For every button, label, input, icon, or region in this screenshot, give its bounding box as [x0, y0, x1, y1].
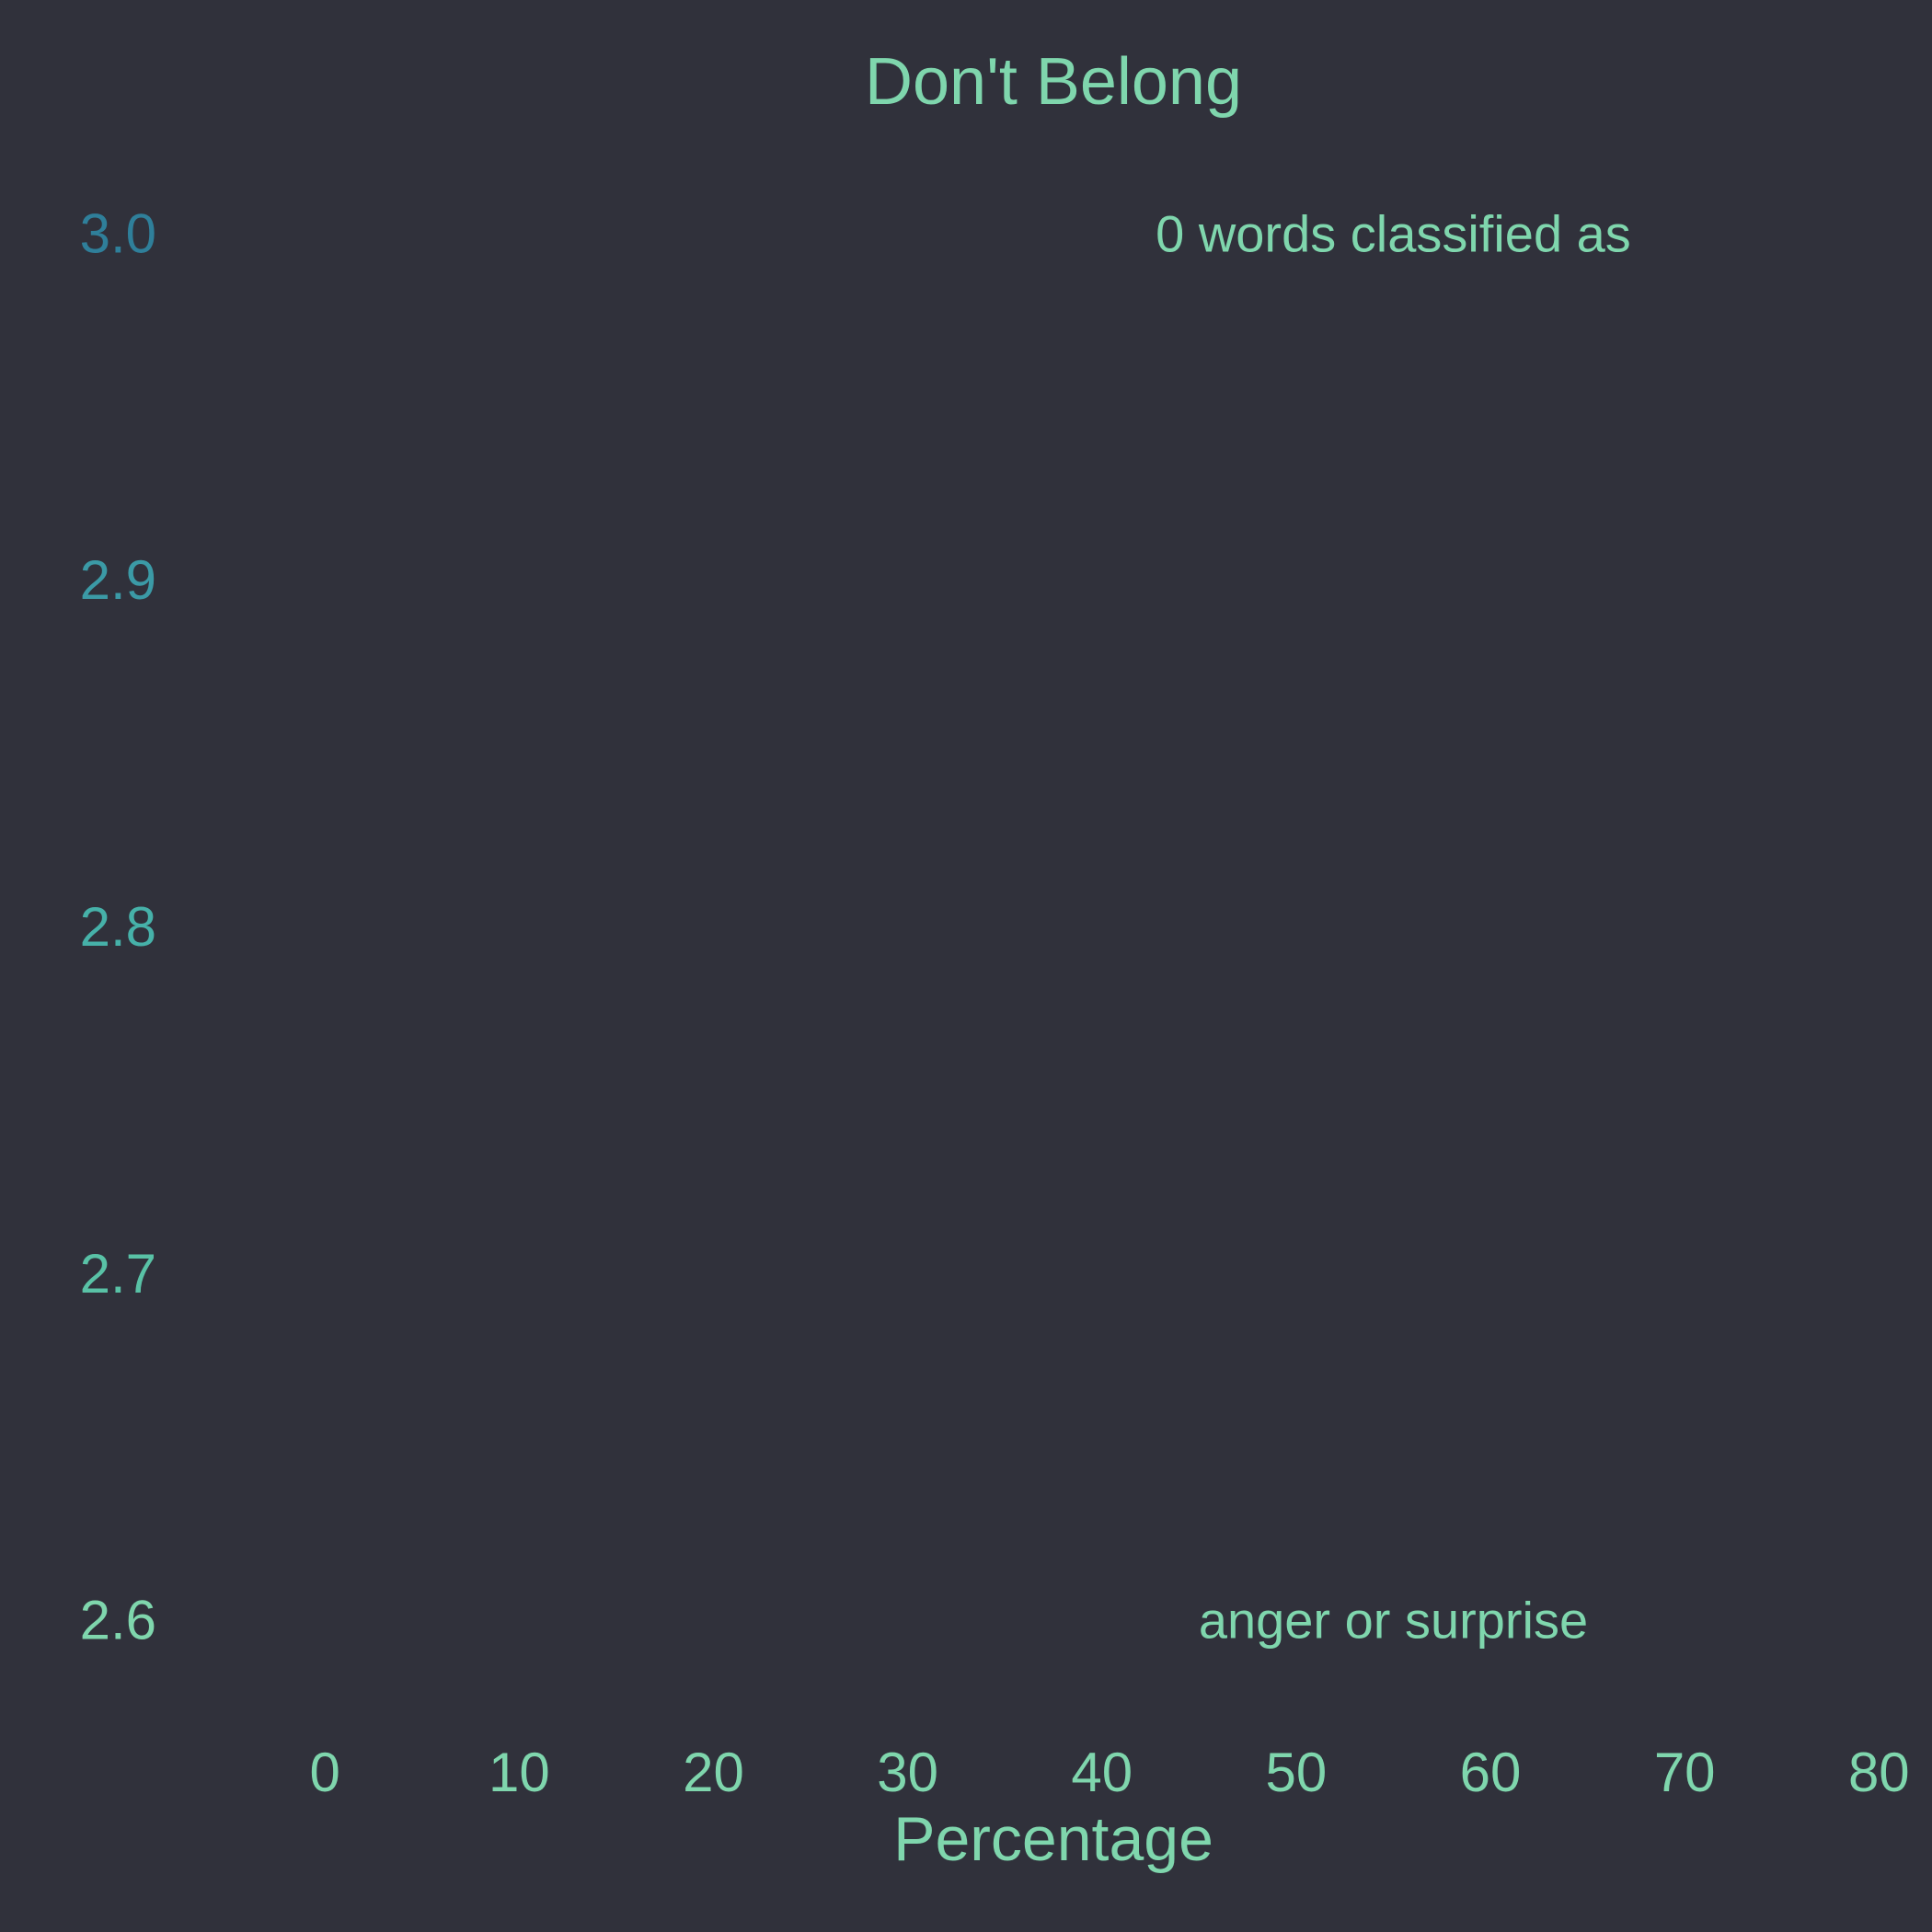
x-tick-label: 70	[1654, 1742, 1716, 1803]
x-tick-label: 10	[489, 1742, 550, 1803]
annotation-text: 0 words classified as	[1156, 204, 1631, 262]
y-tick-label: 2.9	[80, 549, 156, 611]
chart-title: Don't Belong	[865, 45, 1242, 119]
x-tick-labels: 0 10 20 30 40 50 60 70 80	[310, 1742, 1910, 1803]
x-tick-label: 20	[683, 1742, 744, 1803]
annotations: 0 words classified as anger or surprise	[1156, 204, 1631, 1649]
y-tick-label: 2.7	[80, 1243, 156, 1305]
y-tick-label: 3.0	[80, 202, 156, 264]
x-tick-label: 0	[310, 1742, 340, 1803]
y-tick-label: 2.6	[80, 1590, 156, 1651]
x-tick-label: 40	[1071, 1742, 1133, 1803]
x-tick-label: 50	[1266, 1742, 1328, 1803]
y-tick-label: 2.8	[80, 896, 156, 958]
y-tick-labels: 3.0 2.9 2.8 2.7 2.6	[80, 202, 156, 1650]
x-tick-label: 60	[1460, 1742, 1522, 1803]
annotation-text: anger or surprise	[1199, 1592, 1588, 1650]
x-tick-label: 80	[1848, 1742, 1910, 1803]
x-axis-label: Percentage	[893, 1804, 1213, 1874]
x-tick-label: 30	[877, 1742, 938, 1803]
